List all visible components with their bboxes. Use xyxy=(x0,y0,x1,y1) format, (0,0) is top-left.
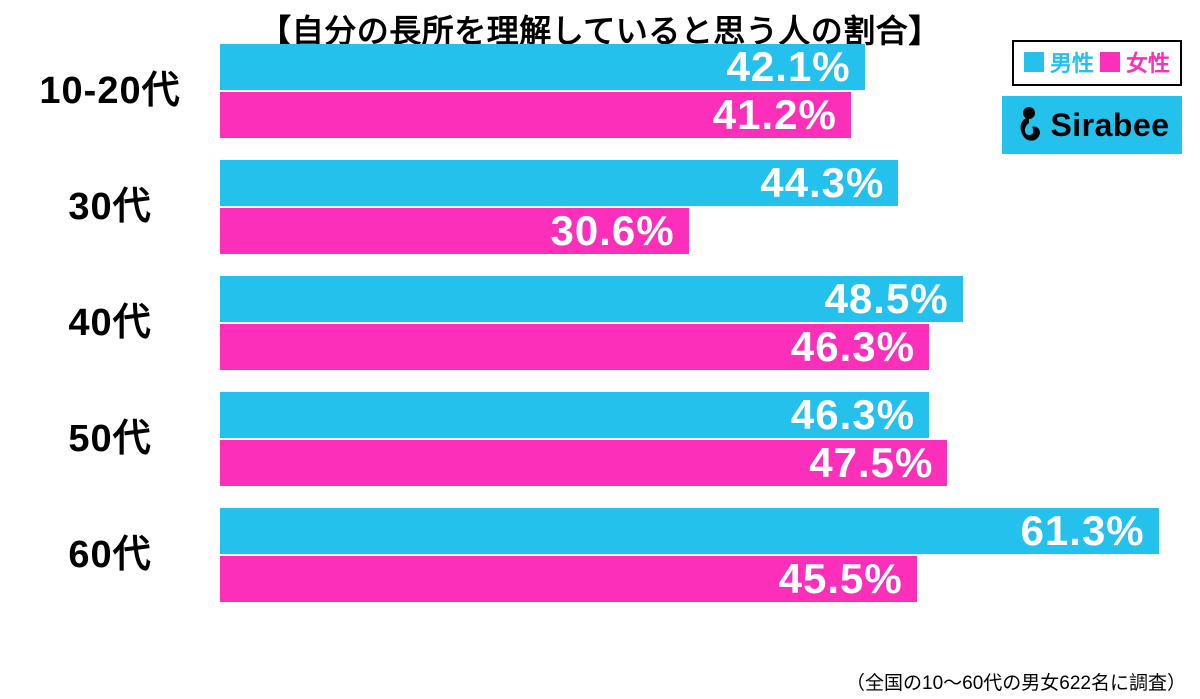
bar-pair: 46.3%47.5% xyxy=(220,392,1200,486)
bar-female: 30.6% xyxy=(220,208,689,254)
bar-pair: 61.3% 45.5% xyxy=(220,508,1200,602)
bar-male: 42.1% xyxy=(220,44,865,90)
category-label: 50代 xyxy=(0,420,220,458)
bar-male: 46.3% xyxy=(220,392,929,438)
bar-pair: 42.1%41.2% xyxy=(220,44,1200,138)
bar-value-label: 44.3% xyxy=(760,159,884,207)
bar-female: 45.5% xyxy=(220,556,917,602)
bar-female: 46.3% xyxy=(220,324,929,370)
bar-value-label: 61.3% xyxy=(1021,507,1145,555)
chart-footnote: （全国の10～60代の男女622名に調査） xyxy=(846,668,1186,695)
bar-male: 44.3% xyxy=(220,160,898,206)
category-label: 30代 xyxy=(0,188,220,226)
category-label: 40代 xyxy=(0,304,220,342)
bar-value-label: 30.6% xyxy=(550,207,674,255)
bar-value-label: 47.5% xyxy=(809,439,933,487)
bar-value-label: 46.3% xyxy=(791,391,915,439)
bar-group: 10-20代42.1%41.2% xyxy=(0,44,1200,138)
bar-value-label: 48.5% xyxy=(825,275,949,323)
bar-value-label: 41.2% xyxy=(713,91,837,139)
category-label: 10-20代 xyxy=(0,72,220,110)
bar-chart: 10-20代42.1%41.2%30代44.3%30.6%40代48.5%46.… xyxy=(0,44,1200,624)
bar-female: 41.2% xyxy=(220,92,851,138)
bar-pair: 44.3% 30.6% xyxy=(220,160,1200,254)
category-label: 60代 xyxy=(0,536,220,574)
bar-pair: 48.5%46.3% xyxy=(220,276,1200,370)
bar-group: 40代48.5%46.3% xyxy=(0,276,1200,370)
bar-group: 50代46.3%47.5% xyxy=(0,392,1200,486)
bar-group: 60代 61.3% 45.5% xyxy=(0,508,1200,602)
bar-female: 47.5% xyxy=(220,440,947,486)
bar-male: 48.5% xyxy=(220,276,963,322)
bar-value-label: 46.3% xyxy=(791,323,915,371)
bar-value-label: 45.5% xyxy=(779,555,903,603)
bar-male: 61.3% xyxy=(220,508,1159,554)
bar-group: 30代 44.3% 30.6% xyxy=(0,160,1200,254)
bar-value-label: 42.1% xyxy=(727,43,851,91)
